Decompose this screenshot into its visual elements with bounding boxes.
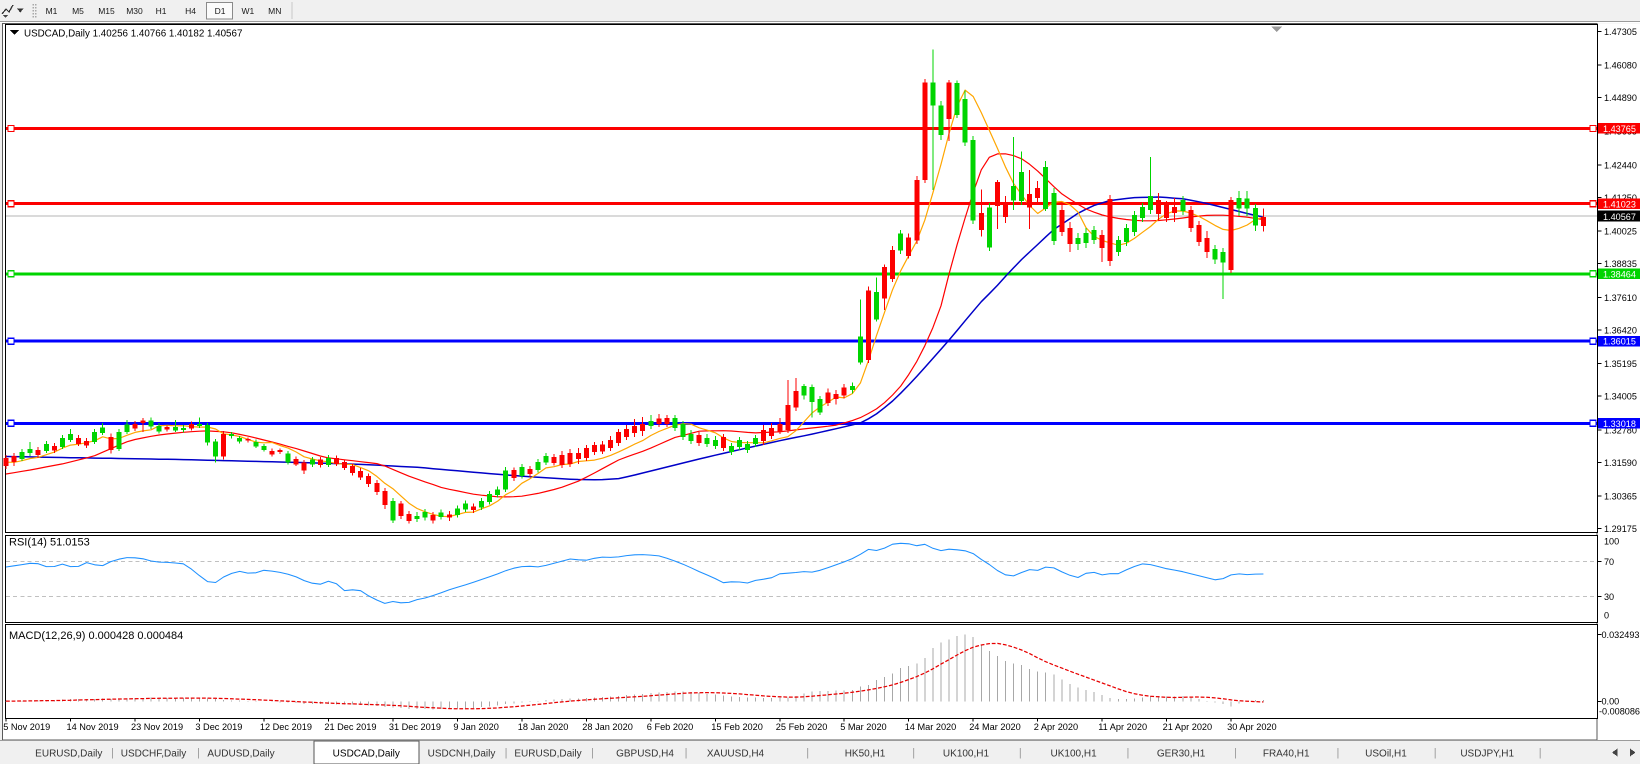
svg-text:25 Feb 2020: 25 Feb 2020 bbox=[776, 722, 828, 732]
svg-text:0.032493: 0.032493 bbox=[1602, 630, 1640, 640]
svg-text:|: | bbox=[1336, 747, 1339, 759]
svg-text:|: | bbox=[591, 747, 594, 759]
svg-text:30: 30 bbox=[1604, 592, 1614, 602]
svg-text:1.40567: 1.40567 bbox=[1603, 212, 1636, 222]
svg-text:15 Feb 2020: 15 Feb 2020 bbox=[711, 722, 763, 732]
svg-text:FRA40,H1: FRA40,H1 bbox=[1263, 749, 1310, 760]
svg-text:1.31590: 1.31590 bbox=[1604, 458, 1637, 468]
svg-text:23 Nov 2019: 23 Nov 2019 bbox=[131, 722, 183, 732]
svg-text:RSI(14) 51.0153: RSI(14) 51.0153 bbox=[9, 536, 90, 548]
svg-text:EURUSD,Daily: EURUSD,Daily bbox=[35, 749, 102, 760]
svg-text:14 Mar 2020: 14 Mar 2020 bbox=[905, 722, 957, 732]
svg-text:3 Dec 2019: 3 Dec 2019 bbox=[195, 722, 242, 732]
svg-text:M15: M15 bbox=[98, 6, 115, 16]
svg-text:5 Nov 2019: 5 Nov 2019 bbox=[3, 722, 50, 732]
svg-text:MN: MN bbox=[268, 6, 281, 16]
svg-text:USDCHF,Daily: USDCHF,Daily bbox=[121, 749, 187, 760]
svg-text:31 Dec 2019: 31 Dec 2019 bbox=[389, 722, 441, 732]
svg-text:W1: W1 bbox=[242, 6, 255, 16]
svg-text:1.43765: 1.43765 bbox=[1603, 124, 1636, 134]
svg-text:12 Dec 2019: 12 Dec 2019 bbox=[260, 722, 312, 732]
svg-text:14 Nov 2019: 14 Nov 2019 bbox=[67, 722, 119, 732]
svg-text:M30: M30 bbox=[126, 6, 143, 16]
svg-text:GBPUSD,H4: GBPUSD,H4 bbox=[616, 749, 674, 760]
svg-text:28 Jan 2020: 28 Jan 2020 bbox=[582, 722, 633, 732]
svg-text:21 Dec 2019: 21 Dec 2019 bbox=[324, 722, 376, 732]
svg-text:21 Apr 2020: 21 Apr 2020 bbox=[1163, 722, 1213, 732]
svg-text:GER30,H1: GER30,H1 bbox=[1157, 749, 1206, 760]
svg-text:1.46080: 1.46080 bbox=[1604, 61, 1637, 71]
svg-text:11 Apr 2020: 11 Apr 2020 bbox=[1098, 722, 1147, 732]
svg-text:1.40025: 1.40025 bbox=[1604, 227, 1637, 237]
svg-text:24 Mar 2020: 24 Mar 2020 bbox=[969, 722, 1021, 732]
svg-text:-0.008086: -0.008086 bbox=[1599, 707, 1640, 717]
svg-text:1.32780: 1.32780 bbox=[1604, 425, 1637, 435]
svg-text:D1: D1 bbox=[215, 6, 226, 16]
svg-text:|: | bbox=[197, 747, 200, 759]
svg-text:1.35195: 1.35195 bbox=[1604, 359, 1637, 369]
svg-text:1.29175: 1.29175 bbox=[1604, 524, 1637, 534]
svg-text:USDCAD,Daily 1.40256 1.40766: USDCAD,Daily 1.40256 1.40766 1.40182 1.4… bbox=[24, 29, 242, 40]
svg-text:UK100,H1: UK100,H1 bbox=[943, 749, 990, 760]
svg-text:XAUUSD,H4: XAUUSD,H4 bbox=[707, 749, 765, 760]
svg-text:1.42440: 1.42440 bbox=[1604, 160, 1637, 170]
svg-text:30 Apr 2020: 30 Apr 2020 bbox=[1227, 722, 1277, 732]
svg-text:M5: M5 bbox=[72, 6, 84, 16]
svg-text:|: | bbox=[685, 747, 688, 759]
svg-text:1.47305: 1.47305 bbox=[1604, 27, 1637, 37]
svg-text:9 Jan 2020: 9 Jan 2020 bbox=[453, 722, 498, 732]
svg-text:H1: H1 bbox=[156, 6, 167, 16]
svg-text:1.33018: 1.33018 bbox=[1603, 419, 1636, 429]
svg-text:USDJPY,H1: USDJPY,H1 bbox=[1460, 749, 1514, 760]
svg-text:EURUSD,Daily: EURUSD,Daily bbox=[514, 749, 581, 760]
svg-text:1.41023: 1.41023 bbox=[1603, 199, 1636, 209]
svg-text:1.36420: 1.36420 bbox=[1604, 326, 1637, 336]
svg-text:2 Apr 2020: 2 Apr 2020 bbox=[1034, 722, 1078, 732]
svg-text:|: | bbox=[806, 747, 809, 759]
svg-text:|: | bbox=[912, 747, 915, 759]
svg-text:|: | bbox=[1126, 747, 1129, 759]
svg-text:0.00: 0.00 bbox=[1602, 697, 1620, 707]
svg-text:AUDUSD,Daily: AUDUSD,Daily bbox=[207, 749, 274, 760]
svg-text:1.30365: 1.30365 bbox=[1604, 492, 1637, 502]
svg-text:|: | bbox=[505, 747, 508, 759]
svg-text:H4: H4 bbox=[185, 6, 196, 16]
svg-text:UK100,H1: UK100,H1 bbox=[1051, 749, 1098, 760]
svg-text:1.41250: 1.41250 bbox=[1604, 193, 1637, 203]
svg-text:1.34005: 1.34005 bbox=[1604, 392, 1637, 402]
svg-text:1.37610: 1.37610 bbox=[1604, 293, 1637, 303]
svg-text:USDCNH,Daily: USDCNH,Daily bbox=[428, 749, 496, 760]
svg-text:|: | bbox=[1434, 747, 1437, 759]
svg-text:0: 0 bbox=[1604, 611, 1609, 621]
svg-text:1.38835: 1.38835 bbox=[1604, 259, 1637, 269]
svg-text:70: 70 bbox=[1604, 557, 1614, 567]
svg-text:M1: M1 bbox=[46, 6, 58, 16]
svg-text:1.36015: 1.36015 bbox=[1603, 337, 1636, 347]
svg-text:1.44890: 1.44890 bbox=[1604, 93, 1637, 103]
svg-text:100: 100 bbox=[1604, 536, 1619, 546]
svg-text:MACD(12,26,9) 0.000428 0.00048: MACD(12,26,9) 0.000428 0.000484 bbox=[9, 630, 183, 642]
svg-text:5 Mar 2020: 5 Mar 2020 bbox=[840, 722, 886, 732]
svg-text:USDCAD,Daily: USDCAD,Daily bbox=[333, 749, 400, 760]
svg-text:6 Feb 2020: 6 Feb 2020 bbox=[647, 722, 694, 732]
svg-text:|: | bbox=[1539, 747, 1542, 759]
svg-text:HK50,H1: HK50,H1 bbox=[845, 749, 886, 760]
svg-text:|: | bbox=[111, 747, 114, 759]
svg-text:18 Jan 2020: 18 Jan 2020 bbox=[518, 722, 569, 732]
svg-text:1.38464: 1.38464 bbox=[1603, 270, 1636, 280]
svg-text:|: | bbox=[1234, 747, 1237, 759]
svg-text:|: | bbox=[1019, 747, 1022, 759]
svg-text:USOil,H1: USOil,H1 bbox=[1365, 749, 1407, 760]
